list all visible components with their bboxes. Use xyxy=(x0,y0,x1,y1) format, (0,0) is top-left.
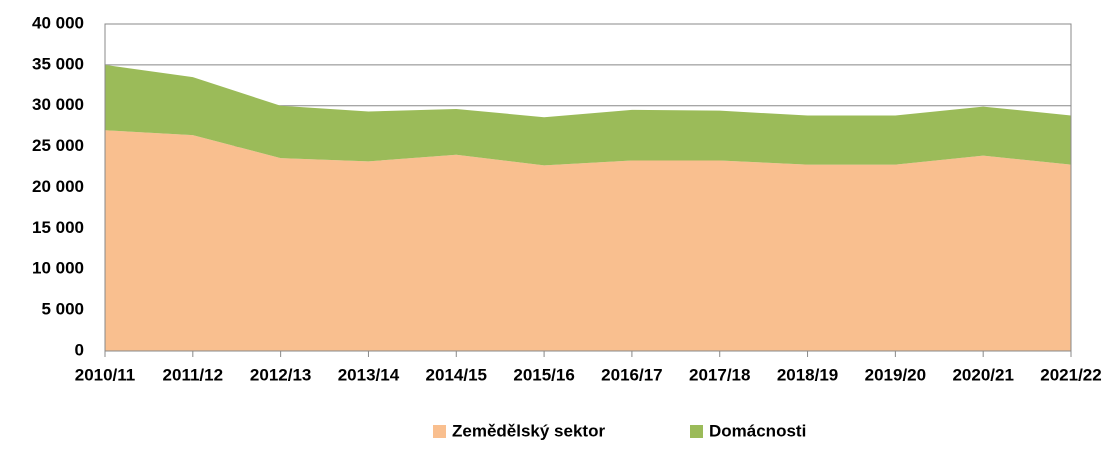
legend-swatch xyxy=(433,425,446,438)
y-tick-label: 15 000 xyxy=(32,218,84,237)
y-tick-label: 20 000 xyxy=(32,177,84,196)
y-tick-label: 5 000 xyxy=(41,300,84,319)
x-tick-label: 2016/17 xyxy=(601,365,662,384)
x-tick-label: 2021/22 xyxy=(1040,365,1101,384)
x-tick-label: 2019/20 xyxy=(865,365,926,384)
y-tick-label: 35 000 xyxy=(32,54,84,73)
legend-swatch xyxy=(690,425,703,438)
y-tick-label: 25 000 xyxy=(32,136,84,155)
y-tick-label: 0 xyxy=(75,340,84,359)
area xyxy=(105,64,1071,166)
x-tick-label: 2018/19 xyxy=(777,365,838,384)
x-tick-label: 2012/13 xyxy=(250,365,311,384)
y-tick-label: 30 000 xyxy=(32,95,84,114)
x-tick-label: 2011/12 xyxy=(163,365,224,384)
x-tick-label: 2020/21 xyxy=(952,365,1013,384)
x-tick-label: 2010/11 xyxy=(75,365,136,384)
area xyxy=(105,130,1071,351)
y-tick-label: 40 000 xyxy=(32,13,84,32)
x-tick-label: 2013/14 xyxy=(338,365,400,384)
x-tick-label: 2017/18 xyxy=(689,365,750,384)
x-tick-label: 2015/16 xyxy=(513,365,574,384)
y-tick-label: 10 000 xyxy=(32,259,84,278)
legend-label: Zemědělský sektor xyxy=(452,421,605,440)
x-tick-label: 2014/15 xyxy=(426,365,487,384)
legend-label: Domácnosti xyxy=(709,421,806,440)
